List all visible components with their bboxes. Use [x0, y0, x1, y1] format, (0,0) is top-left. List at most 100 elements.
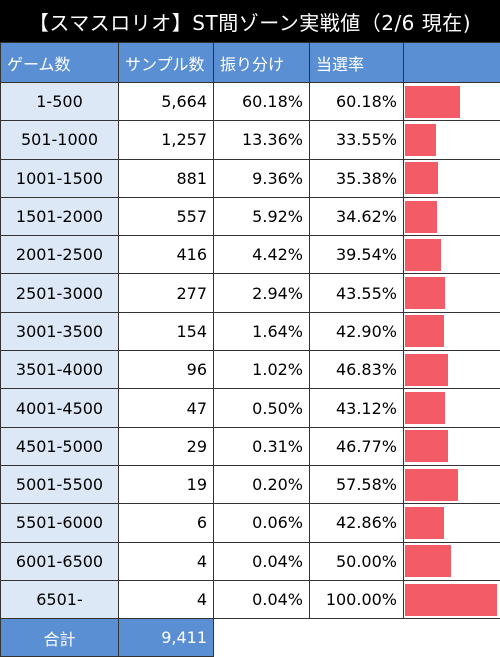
cell-win-rate: 42.90%	[310, 312, 404, 350]
cell-samples: 47	[119, 389, 214, 427]
cell-bar	[404, 121, 500, 159]
win-rate-bar	[405, 430, 448, 462]
win-rate-bar	[405, 354, 448, 386]
cell-distribution: 0.04%	[214, 542, 310, 580]
cell-samples: 1,257	[119, 121, 214, 159]
cell-samples: 881	[119, 159, 214, 197]
header-distribution: 振り分け	[214, 43, 310, 83]
cell-bar	[404, 580, 500, 618]
cell-distribution: 2.94%	[214, 274, 310, 312]
win-rate-bar	[405, 201, 437, 233]
cell-range: 3501-4000	[1, 351, 119, 389]
cell-samples: 4	[119, 542, 214, 580]
cell-distribution: 0.04%	[214, 580, 310, 618]
cell-range: 3001-3500	[1, 312, 119, 350]
cell-range: 4001-4500	[1, 389, 119, 427]
cell-samples: 19	[119, 465, 214, 503]
cell-range: 2001-2500	[1, 236, 119, 274]
cell-bar	[404, 542, 500, 580]
cell-bar	[404, 159, 500, 197]
cell-bar	[404, 504, 500, 542]
win-rate-bar	[405, 277, 445, 309]
cell-win-rate: 34.62%	[310, 197, 404, 235]
cell-samples: 154	[119, 312, 214, 350]
cell-bar	[404, 312, 500, 350]
cell-win-rate: 60.18%	[310, 83, 404, 121]
cell-range: 1-500	[1, 83, 119, 121]
page-title: 【スマスロリオ】ST間ゾーン実戦値（2/6 現在)	[0, 0, 500, 42]
cell-samples: 5,664	[119, 83, 214, 121]
cell-range: 6501-	[1, 580, 119, 618]
cell-range: 4501-5000	[1, 427, 119, 465]
table-header-row: ゲーム数 サンプル数 振り分け 当選率	[1, 43, 500, 83]
cell-distribution: 4.42%	[214, 236, 310, 274]
cell-win-rate: 57.58%	[310, 465, 404, 503]
cell-bar	[404, 389, 500, 427]
cell-range: 1001-1500	[1, 159, 119, 197]
cell-win-rate: 100.00%	[310, 580, 404, 618]
win-rate-bar	[405, 86, 460, 118]
cell-samples: 277	[119, 274, 214, 312]
win-rate-bar	[405, 392, 445, 424]
cell-win-rate: 50.00%	[310, 542, 404, 580]
cell-range: 2501-3000	[1, 274, 119, 312]
header-samples: サンプル数	[119, 43, 214, 83]
cell-distribution: 5.92%	[214, 197, 310, 235]
cell-range: 501-1000	[1, 121, 119, 159]
header-bar	[404, 43, 500, 83]
cell-bar	[404, 83, 500, 121]
cell-bar	[404, 197, 500, 235]
header-win-rate: 当選率	[310, 43, 404, 83]
cell-samples: 4	[119, 580, 214, 618]
cell-bar	[404, 274, 500, 312]
win-rate-bar	[405, 545, 451, 577]
cell-range: 6001-6500	[1, 542, 119, 580]
cell-win-rate: 35.38%	[310, 159, 404, 197]
cell-samples: 96	[119, 351, 214, 389]
cell-distribution: 1.02%	[214, 351, 310, 389]
header-games: ゲーム数	[1, 43, 119, 83]
cell-distribution: 0.31%	[214, 427, 310, 465]
cell-range: 1501-2000	[1, 197, 119, 235]
cell-win-rate: 46.83%	[310, 351, 404, 389]
cell-bar	[404, 427, 500, 465]
cell-range: 5001-5500	[1, 465, 119, 503]
cell-samples: 416	[119, 236, 214, 274]
win-rate-bar	[405, 124, 436, 156]
win-rate-bar	[405, 469, 458, 501]
win-rate-bar	[405, 239, 441, 271]
cell-win-rate: 39.54%	[310, 236, 404, 274]
win-rate-bar	[405, 162, 438, 194]
win-rate-bar	[405, 507, 444, 539]
cell-distribution: 60.18%	[214, 83, 310, 121]
cell-distribution: 1.64%	[214, 312, 310, 350]
cell-samples: 6	[119, 504, 214, 542]
cell-win-rate: 43.55%	[310, 274, 404, 312]
cell-distribution: 13.36%	[214, 121, 310, 159]
win-rate-bar	[405, 584, 497, 616]
cell-distribution: 0.06%	[214, 504, 310, 542]
cell-bar	[404, 351, 500, 389]
cell-bar	[404, 465, 500, 503]
cell-bar	[404, 236, 500, 274]
cell-samples: 29	[119, 427, 214, 465]
win-rate-bar	[405, 315, 444, 347]
cell-win-rate: 46.77%	[310, 427, 404, 465]
cell-win-rate: 43.12%	[310, 389, 404, 427]
cell-range: 5501-6000	[1, 504, 119, 542]
cell-distribution: 9.36%	[214, 159, 310, 197]
